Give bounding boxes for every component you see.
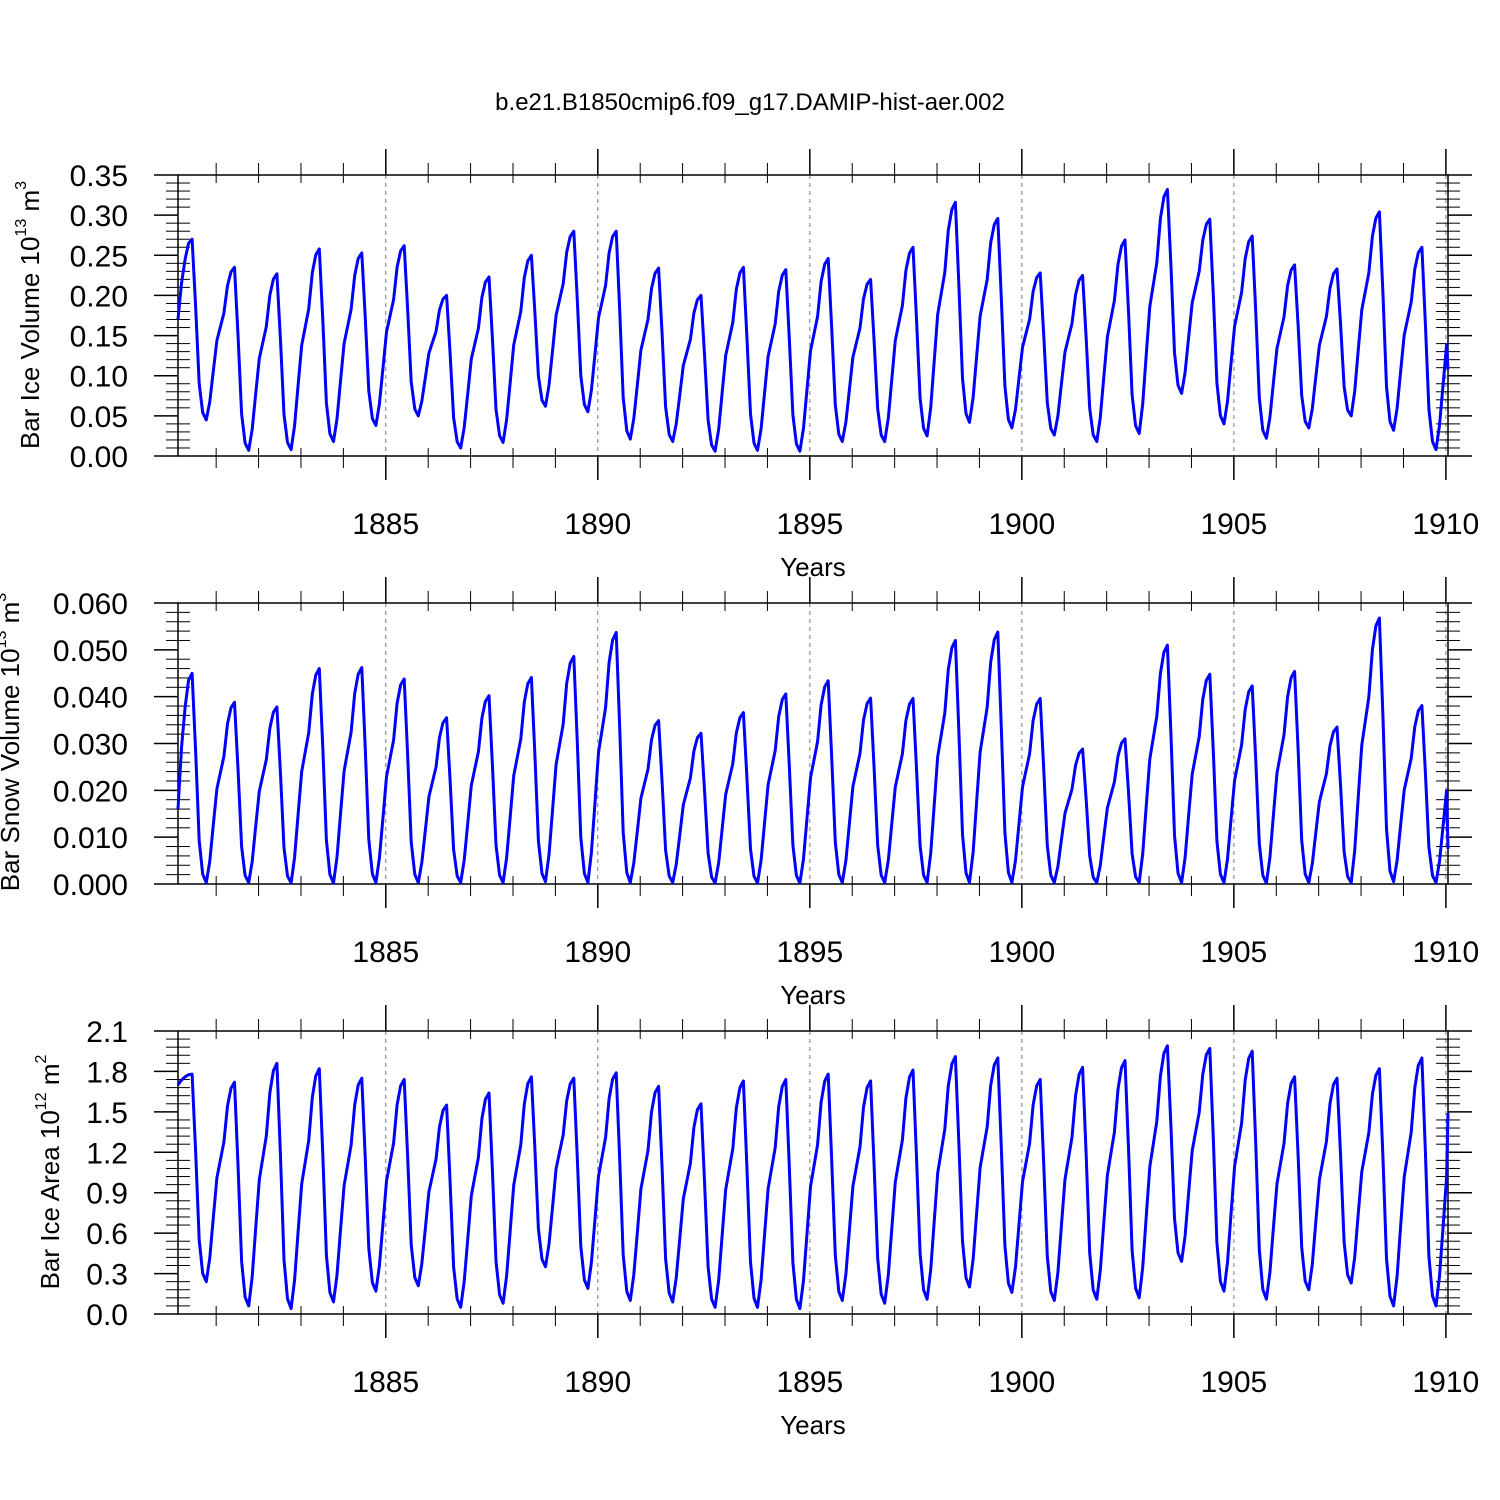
x-tick-label: 1885 bbox=[352, 936, 419, 969]
chart-title: b.e21.B1850cmip6.f09_g17.DAMIP-hist-aer.… bbox=[495, 89, 1005, 116]
y-tick-label: 0.3 bbox=[86, 1259, 128, 1292]
y-tick-label: 0.6 bbox=[86, 1218, 128, 1251]
x-tick-label: 1895 bbox=[776, 1366, 843, 1399]
y-tick-label: 2.1 bbox=[86, 1016, 128, 1049]
y-tick-label: 0.050 bbox=[53, 635, 128, 668]
series-line-bar-ice-area bbox=[176, 1044, 1450, 1311]
y-tick-label: 0.020 bbox=[53, 775, 128, 808]
y-tick-label: 0.00 bbox=[70, 441, 128, 474]
x-tick-label: 1905 bbox=[1200, 508, 1267, 541]
x-tick-label: 1885 bbox=[352, 1366, 419, 1399]
y-tick-label: 0.30 bbox=[70, 200, 128, 233]
x-tick-label: 1910 bbox=[1413, 508, 1480, 541]
x-tick-label: 1890 bbox=[564, 508, 631, 541]
x-axis-label: Years bbox=[780, 980, 846, 1010]
x-tick-label: 1890 bbox=[564, 1366, 631, 1399]
x-tick-label: 1895 bbox=[776, 508, 843, 541]
x-tick-label: 1895 bbox=[776, 936, 843, 969]
series-line-bar-ice-volume bbox=[176, 188, 1450, 453]
y-tick-label: 0.040 bbox=[53, 682, 128, 715]
panel-ice-area: 1885 1890 1895 1900 1905 1910 Years 0.0 0.3 0.6 0.… bbox=[33, 1005, 1479, 1440]
y-axis-label: Bar Ice Area 1012 m2 bbox=[33, 1054, 65, 1289]
y-tick-label: 0.030 bbox=[53, 729, 128, 762]
x-tick-label: 1905 bbox=[1200, 1366, 1267, 1399]
x-tick-label: 1910 bbox=[1413, 1366, 1480, 1399]
y-axis-label: Bar Ice Volume 1013 m3 bbox=[13, 181, 45, 449]
y-axis-label: Bar Snow Volume 1013 m3 bbox=[0, 593, 25, 892]
y-tick-label: 0.0 bbox=[86, 1299, 128, 1332]
x-tick-label: 1900 bbox=[988, 936, 1055, 969]
y-tick-label: 0.20 bbox=[70, 280, 128, 313]
y-tick-label: 1.2 bbox=[86, 1137, 128, 1170]
plot-frame bbox=[177, 174, 1449, 457]
y-tick-label: 0.25 bbox=[70, 240, 128, 273]
x-axis-label: Years bbox=[780, 552, 846, 582]
y-tick-label: 0.10 bbox=[70, 361, 128, 394]
panel-ice-volume: 1885 1890 1895 1900 1905 1910 Years 0.00 0.05 0.1… bbox=[13, 149, 1479, 582]
y-tick-label: 1.8 bbox=[86, 1056, 128, 1089]
x-tick-label: 1890 bbox=[564, 936, 631, 969]
x-tick-label: 1900 bbox=[988, 508, 1055, 541]
y-tick-label: 1.5 bbox=[86, 1097, 128, 1130]
y-tick-label: 0.05 bbox=[70, 401, 128, 434]
y-tick-label: 0.060 bbox=[53, 588, 128, 621]
x-tick-label: 1905 bbox=[1200, 936, 1267, 969]
y-tick-label: 0.15 bbox=[70, 321, 128, 354]
x-tick-label: 1910 bbox=[1413, 936, 1480, 969]
y-tick-label: 0.35 bbox=[70, 160, 128, 193]
x-axis-label: Years bbox=[780, 1410, 846, 1440]
series-line-bar-snow-volume bbox=[176, 616, 1450, 885]
y-tick-label: 0.010 bbox=[53, 822, 128, 855]
y-tick-label: 0.000 bbox=[53, 869, 128, 902]
x-tick-label: 1885 bbox=[352, 508, 419, 541]
y-tick-label: 0.9 bbox=[86, 1178, 128, 1211]
panel-snow-volume: 1885 1890 1895 1900 1905 1910 Years 0.000 0.010 0… bbox=[0, 577, 1479, 1010]
x-tick-label: 1900 bbox=[988, 1366, 1055, 1399]
